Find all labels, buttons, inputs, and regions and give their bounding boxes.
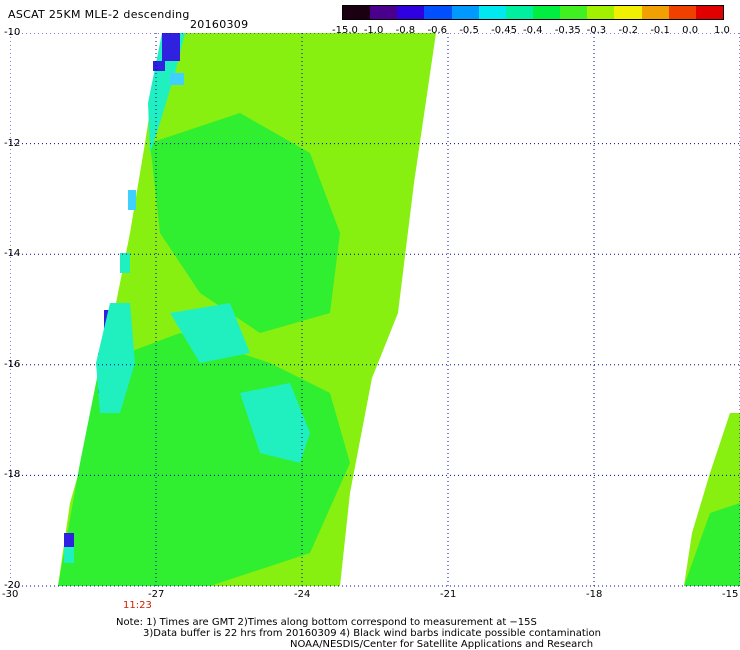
color-scale-swatch (451, 6, 479, 19)
color-scale-tick-label: -0.5 (459, 25, 479, 36)
color-scale-tick-label: -0.4 (523, 25, 543, 36)
color-scale-swatch (505, 6, 533, 19)
longitude-tick-label: -30 (2, 589, 19, 600)
color-scale-tick-label: 1.0 (714, 25, 730, 36)
product-date: 20160309 (190, 18, 249, 31)
color-scale-tick-label: -0.3 (586, 25, 607, 36)
color-scale-tick-label: -0.8 (395, 25, 416, 36)
swath-edge-cyan (120, 253, 130, 273)
color-scale-swatch (614, 6, 642, 19)
color-scale-swatch (397, 6, 425, 19)
swath-edge-lightblue (128, 190, 136, 210)
color-scale-tick-label: -0.35 (554, 25, 581, 36)
latitude-tick-label: -18 (4, 469, 21, 481)
color-scale-swatch (370, 6, 398, 19)
latitude-tick-label: -10 (4, 27, 21, 38)
swath-edge-blue (153, 61, 165, 71)
color-scale-swatch (478, 6, 506, 19)
longitude-tick-label: -21 (440, 589, 457, 600)
swath-green-region (684, 503, 740, 586)
swath-edge-cyan (96, 303, 135, 413)
color-scale-tick-label: -0.1 (650, 25, 670, 36)
color-scale-swatch (587, 6, 615, 19)
swath-edge-lightblue (170, 73, 184, 85)
longitude-tick-label: -18 (586, 589, 603, 600)
color-scale-labels: -15.0 -1.0 -0.8 -0.6 -0.5 -0.45 -0.4 -0.35 -0.3-… (330, 25, 740, 37)
longitude-tick-label: -24 (294, 589, 311, 600)
swath-edge-blue (162, 33, 180, 61)
swath-edge-blue (64, 533, 74, 547)
swath-edge-cyan (64, 547, 74, 563)
swath-cyan-region (240, 383, 310, 463)
note-line-2: 3)Data buffer is 22 hrs from 20160309 4)… (143, 628, 601, 639)
lat-lon-grid (10, 33, 740, 587)
time-label: 11:23 (123, 600, 152, 611)
product-title: ASCAT 25KM MLE-2 descending (8, 8, 190, 21)
latitude-tick-label: -14 (4, 248, 21, 260)
latitude-tick-label: -16 (4, 358, 21, 370)
latitude-tick-label: -20 (4, 580, 21, 591)
longitude-tick-label: -15 (722, 589, 739, 600)
color-scale-tick-label: -0.6 (427, 25, 448, 36)
swath-cyan-region (170, 303, 250, 363)
latitude-tick-label: -12 (4, 137, 21, 149)
color-scale-swatch (424, 6, 452, 19)
color-scale-tick-label: 0.0 (682, 25, 699, 36)
color-scale-swatch (532, 6, 561, 19)
color-scale-swatch (560, 6, 588, 19)
color-scale-tick-label: -1.0 (363, 25, 384, 36)
longitude-tick-label: -27 (148, 589, 165, 600)
color-scale-bar (342, 5, 724, 20)
note-line-1: Note: 1) Times are GMT 2)Times along bot… (116, 617, 537, 628)
color-scale-swatch (668, 6, 696, 19)
swath-data-layer (58, 33, 740, 586)
color-scale-tick-label: -15.0 (332, 25, 358, 36)
color-scale-swatch (695, 6, 723, 19)
color-scale-swatch (641, 6, 669, 19)
swath-green-region (150, 113, 340, 333)
color-scale-tick-label: -0.2 (618, 25, 639, 36)
note-line-3: NOAA/NESDIS/Center for Satellite Applica… (290, 639, 594, 650)
color-scale-tick-label: -0.45 (491, 25, 518, 36)
color-scale-swatch (343, 6, 371, 19)
swath-map (10, 33, 740, 587)
